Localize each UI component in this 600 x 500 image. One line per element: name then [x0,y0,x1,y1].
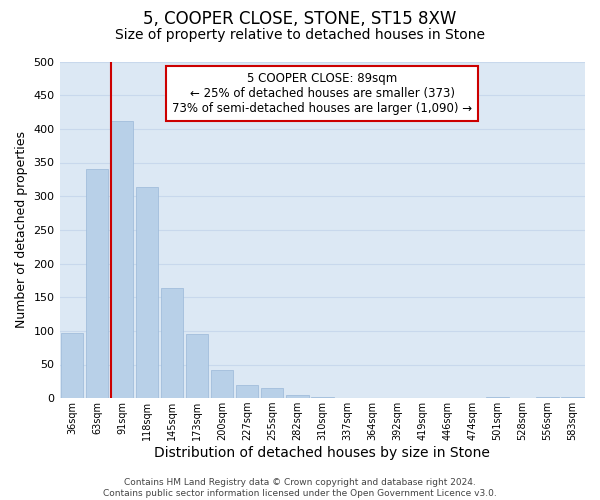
Bar [161,288,184,398]
Bar [211,370,233,398]
Y-axis label: Number of detached properties: Number of detached properties [15,132,28,328]
Text: Size of property relative to detached houses in Stone: Size of property relative to detached ho… [115,28,485,42]
Text: 5 COOPER CLOSE: 89sqm
← 25% of detached houses are smaller (373)
73% of semi-det: 5 COOPER CLOSE: 89sqm ← 25% of detached … [172,72,472,114]
Bar [236,384,259,398]
Bar [111,121,133,398]
Bar [86,169,109,398]
X-axis label: Distribution of detached houses by size in Stone: Distribution of detached houses by size … [154,446,490,460]
Bar [486,397,509,398]
Bar [186,334,208,398]
Bar [61,333,83,398]
Bar [261,388,283,398]
Text: Contains HM Land Registry data © Crown copyright and database right 2024.
Contai: Contains HM Land Registry data © Crown c… [103,478,497,498]
Bar [286,396,308,398]
Text: 5, COOPER CLOSE, STONE, ST15 8XW: 5, COOPER CLOSE, STONE, ST15 8XW [143,10,457,28]
Bar [136,186,158,398]
